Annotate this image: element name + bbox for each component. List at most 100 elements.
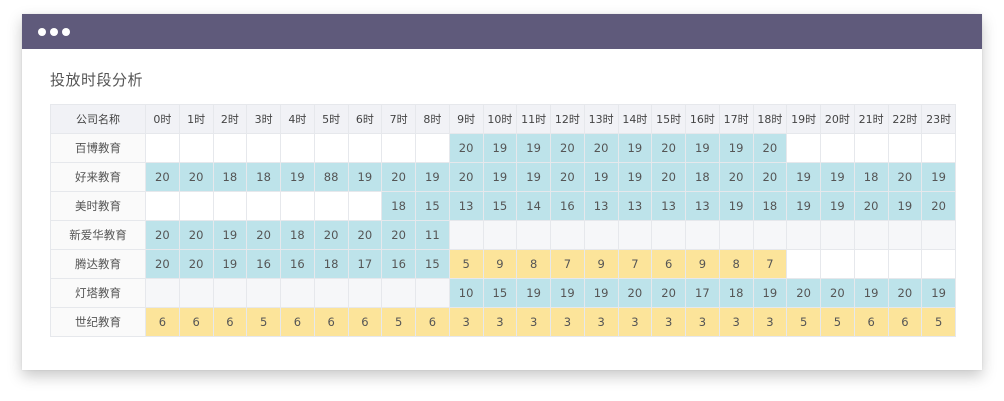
hour-cell: 17 [347,249,383,279]
header-hour: 0时 [145,104,180,134]
hour-cell: 3 [718,307,754,337]
empty-cell [347,278,383,308]
table-body: 百博教育 20 19 19 20 20 19 20 19 19 20 好来教育 20 20 18 18 19 88… [50,133,956,337]
empty-cell [280,191,315,221]
empty-cell [853,133,889,163]
hour-cell: 5 [786,307,821,337]
header-hour: 11时 [516,104,551,134]
empty-cell [178,278,214,308]
hour-cell: 5 [820,307,855,337]
hour-cell: 3 [516,307,551,337]
header-hour: 23时 [921,104,956,134]
hour-cell: 20 [887,278,923,308]
empty-cell [786,220,821,250]
hour-cell: 20 [853,191,889,221]
hour-cell: 3 [448,307,484,337]
empty-cell [887,220,923,250]
header-hour: 19时 [786,104,821,134]
empty-cell [313,278,349,308]
hour-cell: 16 [246,249,281,279]
empty-cell [921,133,956,163]
table-row: 世纪教育 6 6 6 5 6 6 6 5 6 3 3 3 3 3 3 3 3 3 3 5 5 6 6 5 [50,307,956,337]
hour-cell: 20 [145,220,180,250]
hour-cell: 3 [752,307,788,337]
window-dot-icon[interactable] [38,27,46,36]
hour-cell: 14 [516,191,551,221]
header-hour: 4时 [280,104,315,134]
empty-cell [246,278,281,308]
hour-cell: 19 [853,278,889,308]
empty-cell [448,220,484,250]
hour-cell: 20 [347,220,383,250]
hour-cell: 19 [482,162,518,192]
empty-cell [853,249,889,279]
hour-cell: 6 [313,307,349,337]
hour-cell: 8 [516,249,551,279]
window-titlebar [22,14,982,49]
window-dot-icon[interactable] [62,27,70,36]
hour-cell: 19 [212,220,248,250]
hour-cell: 6 [887,307,923,337]
header-hour: 16时 [685,104,720,134]
empty-cell [347,133,383,163]
company-name: 灯塔教育 [50,278,146,308]
hour-cell: 20 [381,162,416,192]
hour-cell: 3 [617,307,653,337]
company-name: 腾达教育 [50,249,146,279]
empty-cell [280,278,315,308]
empty-cell [313,133,349,163]
hour-cell: 18 [280,220,315,250]
schedule-table: 公司名称 0时 1时 2时 3时 4时 5时 6时 7时 8时 9时 10时 11时 12时 13时 14时… [50,104,956,337]
hour-cell: 13 [651,191,686,221]
company-name: 百博教育 [50,133,146,163]
header-hour: 5时 [313,104,349,134]
hour-cell: 19 [516,133,551,163]
hour-cell: 19 [212,249,248,279]
table-row: 腾达教育 20 20 19 16 16 18 17 16 15 5 9 8 7 9 7 6 9 8 7 [50,249,956,279]
empty-cell [415,133,450,163]
hour-cell: 16 [381,249,416,279]
hour-cell: 3 [550,307,585,337]
hour-cell: 6 [145,307,180,337]
header-hour: 6时 [347,104,383,134]
header-hour: 13时 [583,104,619,134]
hour-cell: 7 [617,249,653,279]
empty-cell [313,191,349,221]
hour-cell: 20 [448,162,484,192]
hour-cell: 5 [448,249,484,279]
empty-cell [887,249,923,279]
empty-cell [381,133,416,163]
hour-cell: 20 [786,278,821,308]
hour-cell: 7 [752,249,788,279]
hour-cell: 3 [583,307,619,337]
empty-cell [550,220,585,250]
hour-cell: 88 [313,162,349,192]
hour-cell: 5 [246,307,281,337]
hour-cell: 19 [583,278,619,308]
empty-cell [820,220,855,250]
hour-cell: 20 [381,220,416,250]
hour-cell: 20 [921,191,956,221]
header-hour: 2时 [212,104,248,134]
table-row: 灯塔教育 10 15 19 19 19 20 20 17 18 19 20 20 19 20 19 [50,278,956,308]
hour-cell: 6 [853,307,889,337]
header-hour: 3时 [246,104,281,134]
hour-cell: 5 [921,307,956,337]
hour-cell: 20 [718,162,754,192]
hour-cell: 19 [752,278,788,308]
window-dot-icon[interactable] [50,27,58,36]
empty-cell [145,191,180,221]
company-name: 美时教育 [50,191,146,221]
header-hour: 17时 [718,104,754,134]
empty-cell [786,133,821,163]
hour-cell: 5 [381,307,416,337]
hour-cell: 20 [448,133,484,163]
empty-cell [212,278,248,308]
hour-cell: 19 [550,278,585,308]
header-hour: 12时 [550,104,585,134]
hour-cell: 3 [685,307,720,337]
hour-cell: 16 [280,249,315,279]
hour-cell: 3 [651,307,686,337]
empty-cell [752,220,788,250]
empty-cell [651,220,686,250]
